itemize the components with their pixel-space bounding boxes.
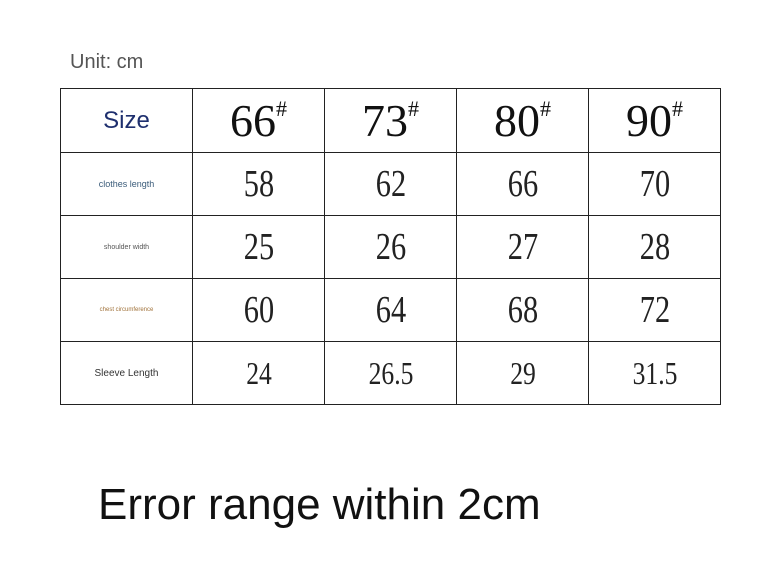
- cell: 60: [192, 278, 325, 342]
- cell-value: 26: [375, 226, 406, 268]
- cell: 26.5: [324, 341, 457, 405]
- size-value: 80: [494, 95, 540, 146]
- size-value: 90: [626, 95, 672, 146]
- size-66: 66#: [192, 88, 325, 153]
- size-suffix: #: [408, 95, 419, 121]
- table-row: shoulder width 25 26 27 28: [60, 215, 721, 279]
- cell: 26: [324, 215, 457, 279]
- header-row: Size 66# 73# 80# 90#: [60, 88, 721, 153]
- cell-value: 28: [639, 226, 670, 268]
- cell-value: 70: [639, 163, 670, 205]
- cell-value: 27: [507, 226, 538, 268]
- row-label: clothes length: [60, 152, 193, 216]
- cell-value: 60: [243, 289, 274, 331]
- cell: 70: [588, 152, 721, 216]
- cell: 29: [456, 341, 589, 405]
- cell: 58: [192, 152, 325, 216]
- cell: 25: [192, 215, 325, 279]
- cell-value: 26.5: [368, 354, 413, 391]
- cell-value: 29: [509, 354, 536, 391]
- cell-value: 25: [243, 226, 274, 268]
- table-row: Sleeve Length 24 26.5 29 31.5: [60, 341, 721, 405]
- unit-label: Unit: cm: [70, 51, 144, 73]
- size-80: 80#: [456, 88, 589, 153]
- cell-value: 24: [245, 354, 272, 391]
- cell-value: 68: [507, 289, 538, 331]
- size-value: 73: [362, 95, 408, 146]
- table-row: clothes length 58 62 66 70: [60, 152, 721, 216]
- size-73: 73#: [324, 88, 457, 153]
- cell: 24: [192, 341, 325, 405]
- row-label: chest circumference: [60, 278, 193, 342]
- size-chart-table: Size 66# 73# 80# 90# clothes length 58 6…: [60, 88, 721, 405]
- table-row: chest circumference 60 64 68 72: [60, 278, 721, 342]
- cell-value: 72: [639, 289, 670, 331]
- cell-value: 66: [507, 163, 538, 205]
- cell: 66: [456, 152, 589, 216]
- cell-value: 31.5: [632, 354, 677, 391]
- row-label: Sleeve Length: [60, 341, 193, 405]
- cell-value: 64: [375, 289, 406, 331]
- cell-value: 62: [375, 163, 406, 205]
- cell-value: 58: [243, 163, 274, 205]
- cell: 28: [588, 215, 721, 279]
- size-suffix: #: [672, 95, 683, 121]
- cell: 68: [456, 278, 589, 342]
- size-suffix: #: [276, 95, 287, 121]
- cell: 64: [324, 278, 457, 342]
- size-value: 66: [230, 95, 276, 146]
- cell: 31.5: [588, 341, 721, 405]
- cell: 72: [588, 278, 721, 342]
- cell: 27: [456, 215, 589, 279]
- size-90: 90#: [588, 88, 721, 153]
- size-header: Size: [60, 88, 193, 153]
- size-suffix: #: [540, 95, 551, 121]
- cell: 62: [324, 152, 457, 216]
- row-label: shoulder width: [60, 215, 193, 279]
- error-range-note: Error range within 2cm: [98, 480, 541, 529]
